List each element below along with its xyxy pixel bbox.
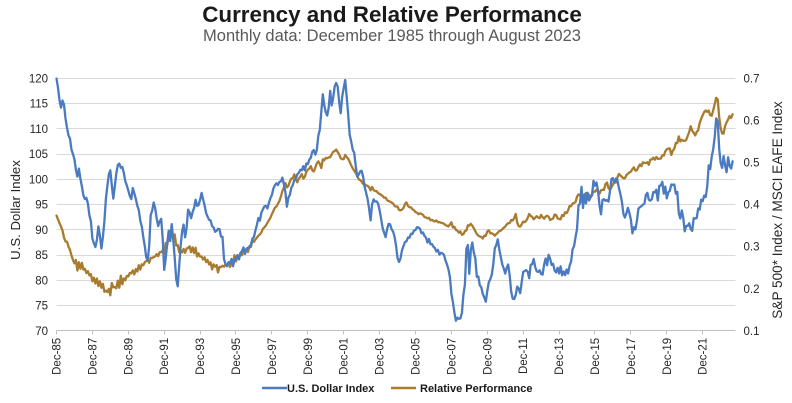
svg-text:Dec-93: Dec-93 (195, 338, 207, 375)
svg-text:0.5: 0.5 (744, 158, 760, 170)
svg-text:U.S. Dollar Index: U.S. Dollar Index (287, 383, 375, 395)
svg-text:Dec-01: Dec-01 (339, 338, 351, 375)
svg-text:Dec-99: Dec-99 (303, 338, 315, 375)
svg-text:Dec-95: Dec-95 (231, 338, 243, 375)
svg-text:Dec-85: Dec-85 (52, 338, 64, 375)
svg-text:Dec-05: Dec-05 (411, 338, 423, 375)
svg-text:Dec-07: Dec-07 (446, 338, 458, 375)
svg-text:Dec-19: Dec-19 (662, 338, 674, 375)
svg-text:95: 95 (35, 200, 48, 212)
svg-text:Dec-11: Dec-11 (518, 338, 530, 374)
svg-text:Dec-09: Dec-09 (482, 338, 494, 375)
svg-text:Dec-13: Dec-13 (554, 338, 566, 375)
svg-text:100: 100 (29, 174, 48, 186)
svg-text:0.4: 0.4 (744, 200, 761, 212)
svg-text:Dec-97: Dec-97 (267, 338, 279, 375)
svg-text:Dec-03: Dec-03 (375, 338, 387, 375)
svg-text:0.2: 0.2 (744, 284, 760, 296)
svg-text:Dec-21: Dec-21 (698, 338, 710, 375)
svg-text:110: 110 (30, 124, 48, 136)
svg-text:75: 75 (35, 301, 48, 313)
svg-text:Dec-17: Dec-17 (626, 338, 638, 375)
svg-text:S&P 500* Index / MSCI EAFE Ind: S&P 500* Index / MSCI EAFE Index (770, 101, 785, 319)
svg-text:90: 90 (35, 225, 48, 237)
svg-text:85: 85 (35, 250, 48, 262)
svg-text:120: 120 (29, 74, 48, 86)
svg-text:Dec-15: Dec-15 (590, 338, 602, 375)
svg-text:Relative Performance: Relative Performance (420, 383, 533, 395)
svg-text:0.1: 0.1 (744, 326, 760, 338)
svg-text:U.S. Dollar Index: U.S. Dollar Index (8, 160, 23, 260)
svg-text:80: 80 (35, 275, 48, 287)
svg-text:Dec-87: Dec-87 (87, 338, 99, 375)
svg-text:0.3: 0.3 (744, 242, 760, 254)
svg-text:0.6: 0.6 (744, 116, 760, 128)
svg-text:Dec-89: Dec-89 (123, 338, 135, 375)
svg-text:105: 105 (29, 149, 48, 161)
svg-text:70: 70 (35, 326, 48, 338)
svg-text:0.7: 0.7 (744, 74, 760, 86)
svg-text:115: 115 (30, 99, 48, 111)
svg-text:Dec-91: Dec-91 (159, 338, 171, 375)
